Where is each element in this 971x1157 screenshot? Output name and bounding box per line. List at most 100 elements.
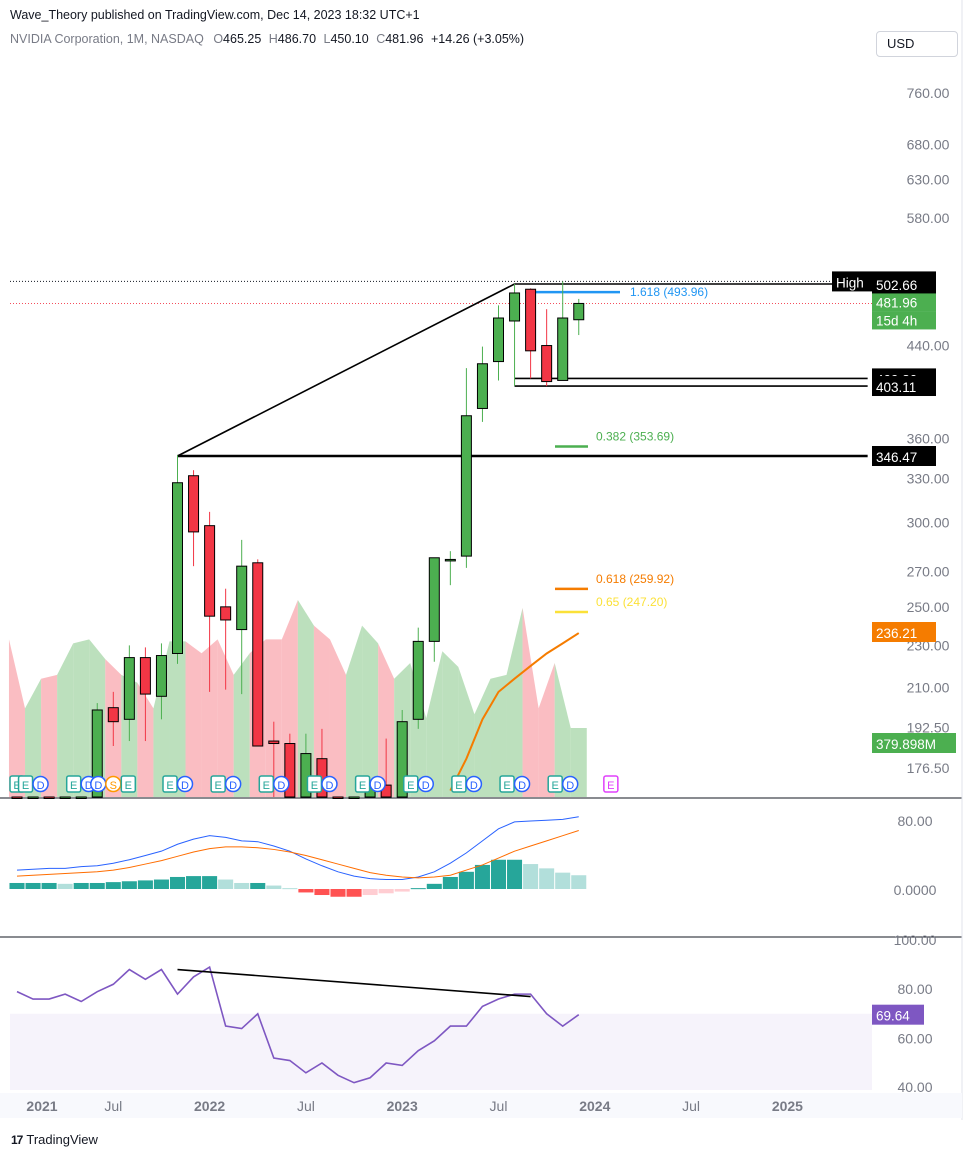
event-marker-label: E bbox=[503, 780, 510, 792]
event-marker-label: D bbox=[229, 780, 237, 792]
macd-histogram-bar-13 bbox=[218, 879, 234, 889]
event-marker-label: D bbox=[518, 780, 526, 792]
volume-area-2021-03 bbox=[41, 674, 58, 797]
last-price-label: 481.96 bbox=[876, 295, 917, 310]
high-tag: High bbox=[836, 275, 864, 290]
price-axis-tick: 300.00 bbox=[907, 515, 950, 531]
rsi-axis-tick: 80.00 bbox=[897, 981, 932, 997]
event-marker-2023-11-D: D bbox=[561, 775, 579, 793]
macd-histogram-bar-31 bbox=[507, 859, 523, 889]
candle-2022-04 bbox=[252, 559, 264, 747]
close-value: 481.96 bbox=[385, 32, 424, 46]
rsi-axis-tick: 40.00 bbox=[897, 1079, 932, 1095]
candle-body bbox=[139, 657, 151, 695]
dividend-icon bbox=[465, 775, 483, 793]
macd-histogram-bar-22 bbox=[362, 889, 378, 896]
rsi-axis-tick: 60.00 bbox=[897, 1030, 932, 1046]
candle-2023-05 bbox=[460, 368, 472, 568]
macd-histogram-bar-20 bbox=[330, 889, 346, 897]
event-marker-label: E bbox=[263, 780, 270, 792]
macd-axis-tick: 0.0000 bbox=[894, 882, 937, 898]
event-marker-2023-05-E: E bbox=[451, 775, 467, 793]
symbol-line: NVIDIA Corporation, 1M, NASDAQ O465.25 H… bbox=[10, 32, 524, 46]
time-axis-bg bbox=[0, 1093, 962, 1118]
event-marker-2021-02-E: E bbox=[17, 775, 34, 793]
event-marker-2023-08-E: E bbox=[499, 775, 515, 793]
event-marker-2021-07-S: S bbox=[105, 775, 122, 793]
event-marker-label: S bbox=[110, 780, 117, 792]
tradingview-logo[interactable]: 17 TradingView bbox=[11, 1132, 98, 1147]
price-axis-tick: 176.50 bbox=[907, 760, 950, 776]
event-marker-2024-02-E: E bbox=[603, 775, 619, 793]
time-axis-tick: 2023 bbox=[387, 1098, 418, 1114]
event-marker-label: D bbox=[277, 780, 285, 792]
candle-body bbox=[557, 317, 569, 381]
macd-histogram-bar-18 bbox=[298, 889, 314, 893]
macd-histogram-bar-6 bbox=[105, 882, 121, 889]
time-axis-tick: Jul bbox=[297, 1098, 315, 1114]
candle-2023-06 bbox=[476, 346, 488, 422]
macd-line bbox=[16, 816, 579, 881]
moving-average-line bbox=[449, 632, 580, 792]
trend-line-0 bbox=[177, 283, 515, 457]
event-marker-label: E bbox=[125, 780, 132, 792]
fib-label-0: 0.382 (353.69) bbox=[596, 429, 674, 443]
candle-2021-08 bbox=[123, 645, 135, 742]
volume-area-2021-02 bbox=[25, 678, 42, 797]
o-label: O bbox=[213, 32, 224, 46]
macd-histogram-bar-35 bbox=[571, 875, 587, 889]
volume-area-2023-03 bbox=[426, 651, 443, 797]
candle-body bbox=[573, 302, 585, 321]
event-marker-2023-08-D: D bbox=[513, 775, 531, 793]
event-marker-2021-07-D: D bbox=[90, 775, 107, 793]
c-label: C bbox=[376, 32, 386, 46]
event-marker-2022-08-E: E bbox=[306, 775, 323, 793]
volume-area-2023-08 bbox=[506, 607, 523, 797]
event-marker-label: D bbox=[374, 780, 382, 792]
price-axis-tick: 580.00 bbox=[907, 210, 950, 226]
candle-2023-02 bbox=[412, 627, 424, 729]
candle-body bbox=[220, 606, 232, 621]
candle-body bbox=[91, 709, 103, 798]
volume-value-label: 379.898M bbox=[876, 737, 936, 752]
candle-body bbox=[59, 796, 71, 799]
last-price-label-bg bbox=[872, 293, 936, 312]
event-marker-2023-11-E: E bbox=[547, 775, 563, 793]
candle-body bbox=[428, 557, 440, 642]
publisher-text: Wave_Theory published on TradingView.com… bbox=[10, 8, 420, 22]
macd-histogram-bar-7 bbox=[121, 881, 137, 889]
volume-area-2021-01 bbox=[8, 639, 26, 797]
rsi-axis-tick: 100.00 bbox=[894, 932, 937, 948]
event-marker-2022-11-E: E bbox=[354, 775, 371, 793]
price-axis-tick: 210.00 bbox=[907, 679, 950, 695]
macd-histogram-bar-8 bbox=[137, 880, 153, 889]
macd-histogram-bar-24 bbox=[394, 889, 410, 892]
time-axis-tick: Jul bbox=[682, 1098, 700, 1114]
currency-button[interactable]: USD bbox=[876, 31, 958, 57]
volume-area-2022-12 bbox=[378, 643, 395, 797]
price-label-403.11-bg bbox=[872, 376, 936, 397]
candle-2021-09 bbox=[139, 647, 151, 742]
event-marker-label: D bbox=[566, 780, 574, 792]
volume-area-2023-09 bbox=[522, 607, 539, 797]
rsi-value-label-bg bbox=[872, 1004, 924, 1025]
candle-body bbox=[412, 640, 424, 720]
change-value: +14.26 (+3.05%) bbox=[430, 32, 525, 46]
candle-body bbox=[476, 363, 488, 409]
price-label-502.66-bg bbox=[872, 274, 936, 294]
dividend-icon bbox=[417, 775, 434, 793]
candle-body bbox=[284, 743, 296, 798]
event-marker-label: D bbox=[85, 780, 93, 792]
dividend-icon bbox=[224, 775, 242, 793]
candle-body bbox=[172, 482, 183, 654]
event-marker-label: E bbox=[13, 780, 20, 792]
event-marker-label: E bbox=[166, 780, 173, 792]
time-axis-tick: 2024 bbox=[579, 1098, 610, 1114]
event-marker-label: E bbox=[70, 780, 77, 792]
time-axis-tick: 2025 bbox=[772, 1098, 803, 1114]
price-axis-tick: 270.00 bbox=[907, 563, 950, 579]
macd-histogram-bar-28 bbox=[458, 871, 474, 889]
dividend-icon bbox=[273, 775, 290, 793]
